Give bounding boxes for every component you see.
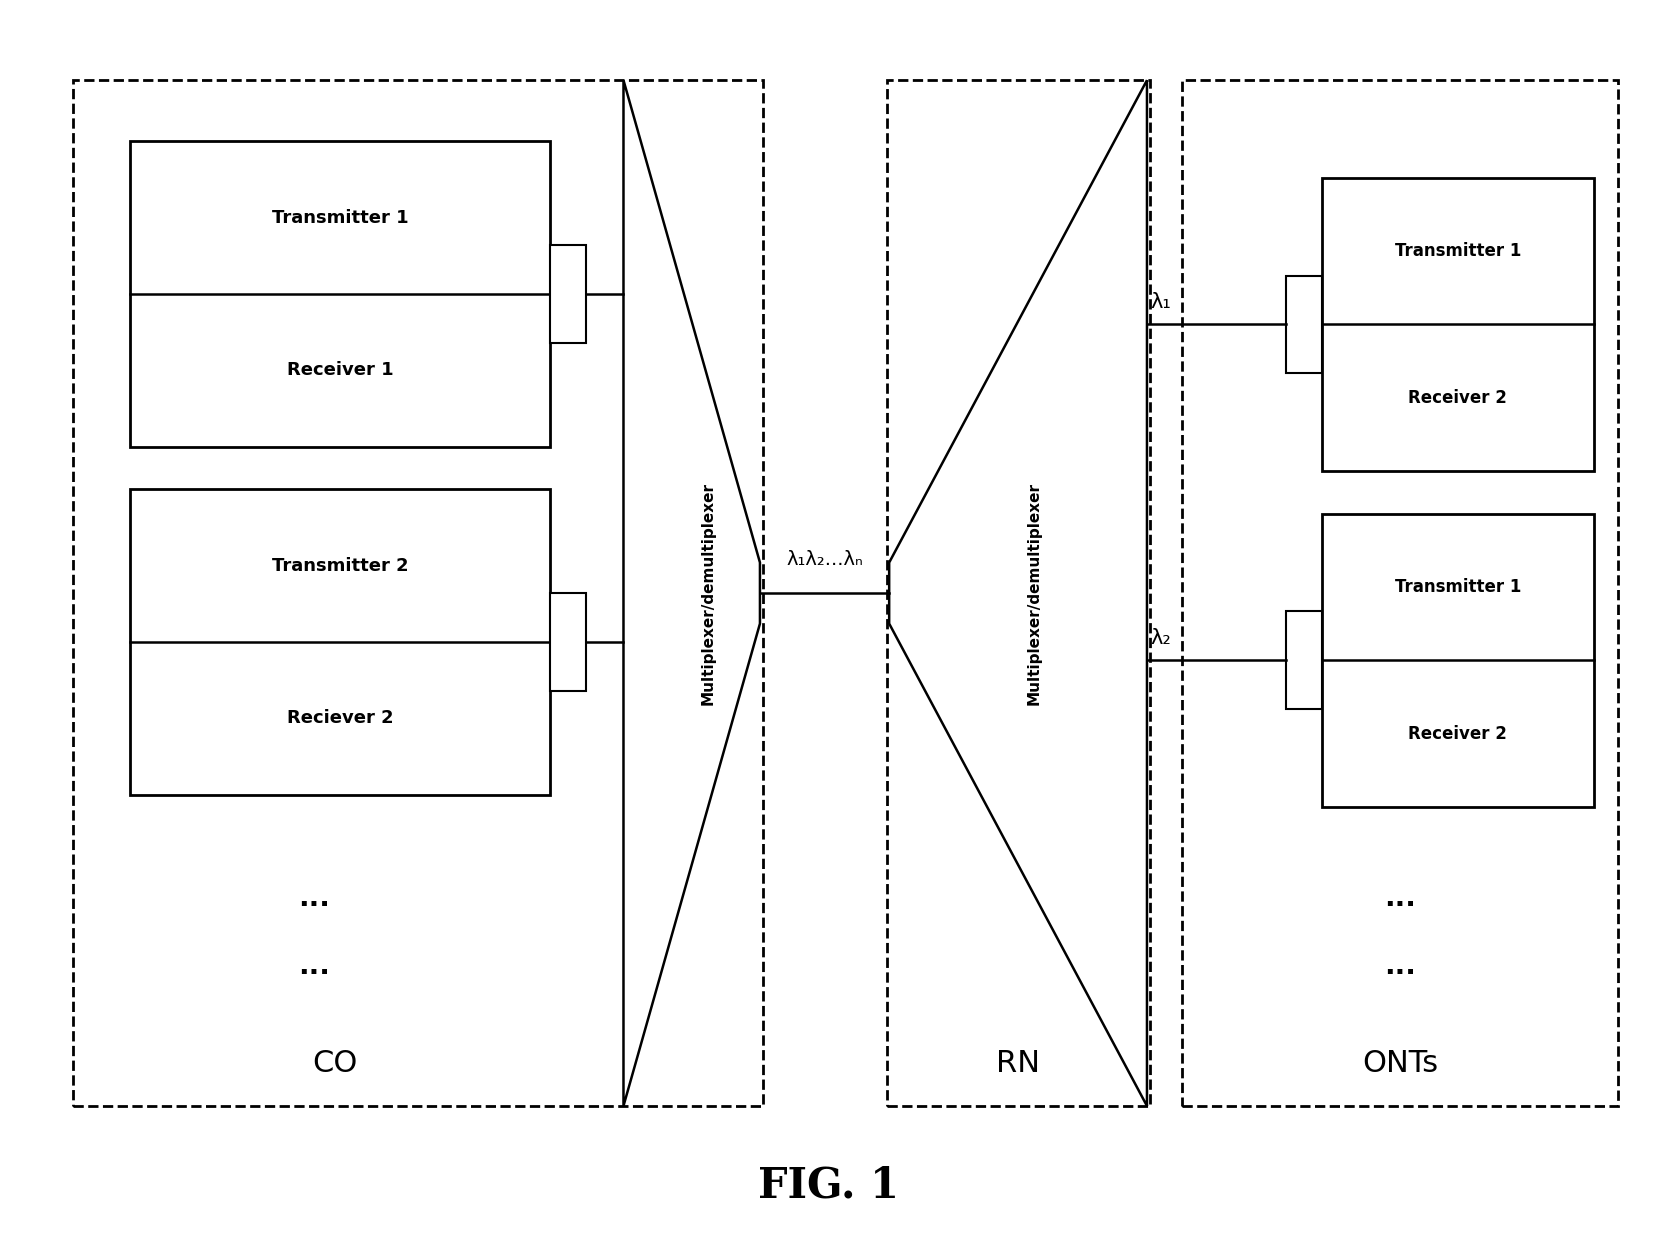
Text: FIG. 1: FIG. 1 bbox=[757, 1165, 900, 1207]
Polygon shape bbox=[131, 141, 548, 447]
Text: λ₁λ₂...λₙ: λ₁λ₂...λₙ bbox=[785, 550, 863, 568]
Text: CO: CO bbox=[312, 1049, 358, 1078]
Text: Multiplexer/demultiplexer: Multiplexer/demultiplexer bbox=[1026, 482, 1041, 705]
Text: ONTs: ONTs bbox=[1362, 1049, 1438, 1078]
Text: ...: ... bbox=[298, 951, 330, 979]
Text: Transmitter 2: Transmitter 2 bbox=[272, 557, 408, 574]
Polygon shape bbox=[623, 80, 759, 1107]
Text: Transmitter 1: Transmitter 1 bbox=[272, 209, 408, 226]
Polygon shape bbox=[1286, 275, 1321, 373]
Polygon shape bbox=[1321, 178, 1592, 471]
Text: Receiver 2: Receiver 2 bbox=[1407, 725, 1506, 742]
Polygon shape bbox=[548, 593, 585, 690]
Text: RN: RN bbox=[996, 1049, 1039, 1078]
Text: λ₁: λ₁ bbox=[1150, 293, 1170, 312]
Text: Multiplexer/demultiplexer: Multiplexer/demultiplexer bbox=[701, 482, 716, 705]
Polygon shape bbox=[888, 80, 1147, 1107]
Polygon shape bbox=[1286, 611, 1321, 709]
Polygon shape bbox=[131, 489, 548, 794]
Polygon shape bbox=[548, 245, 585, 343]
Text: Receiver 2: Receiver 2 bbox=[1407, 389, 1506, 406]
Text: Reciever 2: Reciever 2 bbox=[287, 709, 393, 727]
Text: ...: ... bbox=[1384, 884, 1415, 913]
Text: λ₂: λ₂ bbox=[1150, 629, 1170, 648]
Text: Receiver 1: Receiver 1 bbox=[287, 361, 393, 379]
Text: Transmitter 1: Transmitter 1 bbox=[1394, 242, 1519, 261]
Text: ...: ... bbox=[1384, 951, 1415, 979]
Polygon shape bbox=[1321, 514, 1592, 806]
Text: Transmitter 1: Transmitter 1 bbox=[1394, 578, 1519, 597]
Text: ...: ... bbox=[298, 884, 330, 913]
